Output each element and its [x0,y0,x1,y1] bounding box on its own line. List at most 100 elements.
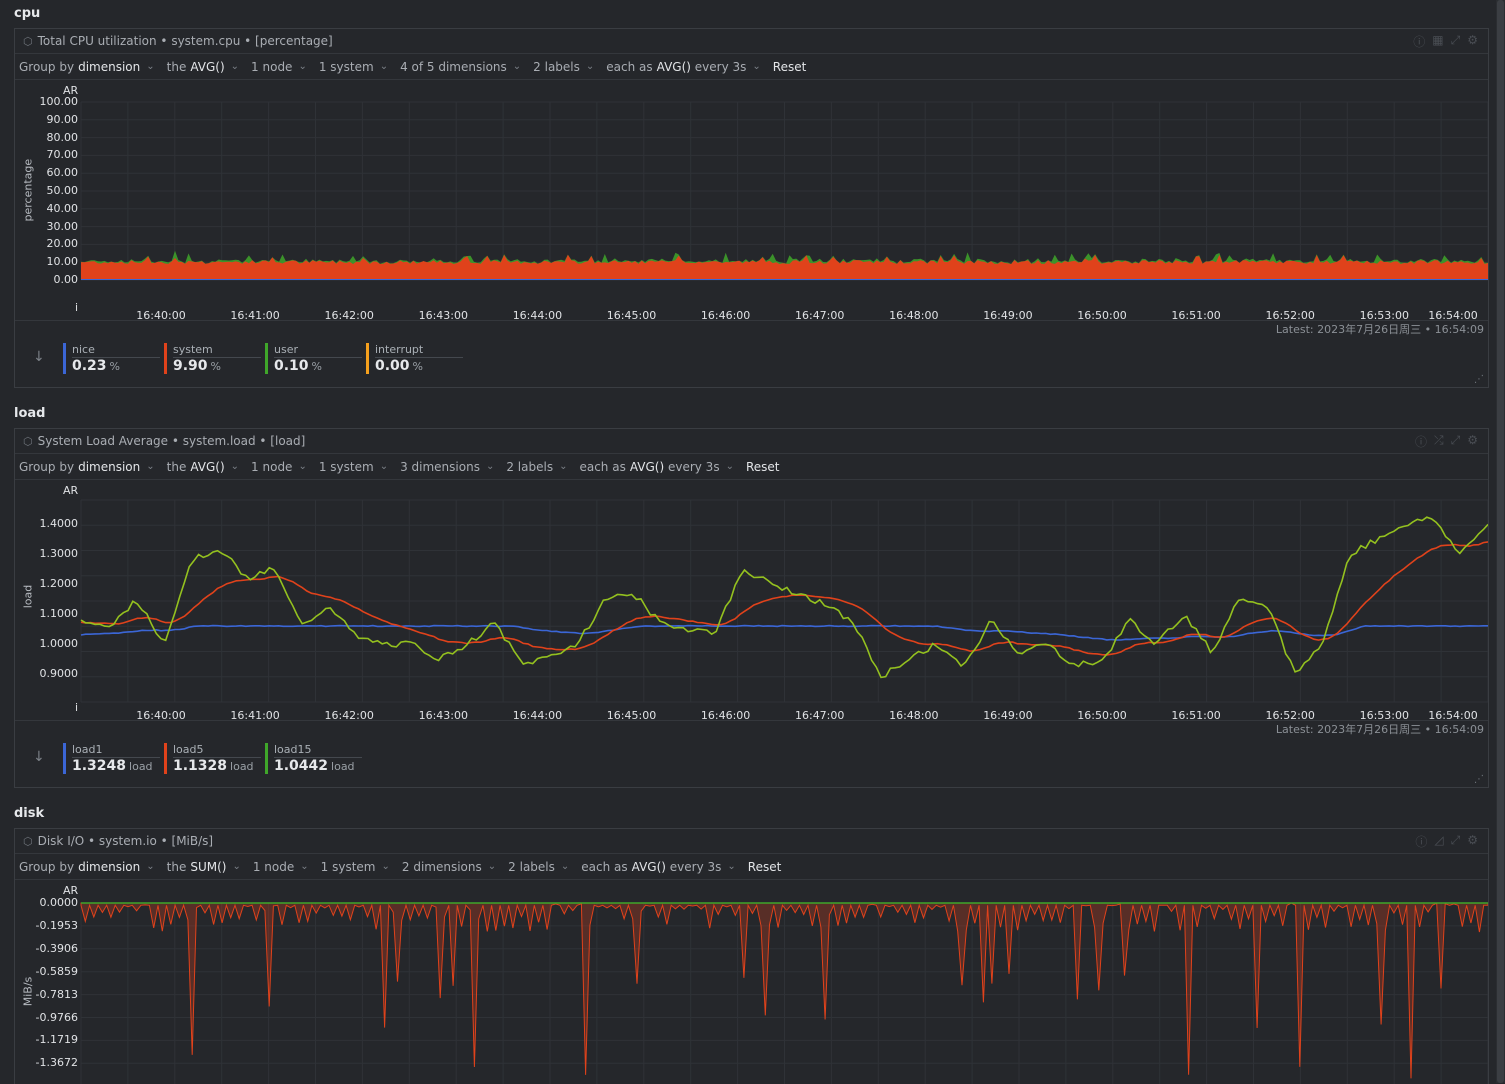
fullscreen-icon[interactable]: ⤢ [1450,832,1461,847]
cpu-plot[interactable]: AR percentage i 100.00 90.00 80.00 70.00 60.… [15,80,1488,322]
nodes-dropdown[interactable]: 1 node ⌄ [251,460,307,474]
nodes-dropdown[interactable]: 1 node ⌄ [253,860,309,874]
labels-dropdown[interactable]: 2 labels ⌄ [508,860,569,874]
reset-button[interactable]: Reset [772,59,807,74]
x-tick-label: 16:41:00 [230,709,280,722]
time-aggregation-dropdown[interactable]: each as AVG() every 3s ⌄ [581,860,736,874]
sort-arrow-icon[interactable]: ↓ [33,749,45,765]
aggregation-dropdown[interactable]: the AVG() ⌄ [167,460,239,474]
systems-dropdown[interactable]: 1 system ⌄ [319,460,388,474]
each-value: AVG() [631,859,666,874]
systems-dropdown[interactable]: 1 system ⌄ [319,60,388,74]
legend-item-load15[interactable]: load15 1.0442 load [265,743,362,774]
legend-item-value: 1.3248 load [72,758,153,774]
chevron-down-icon: ⌄ [512,61,522,72]
y-tick-label: 1.3000 [39,547,79,560]
chevron-down-icon: ⌄ [298,61,307,72]
legend-item-load5[interactable]: load5 1.1328 load [164,743,261,774]
group-by-dropdown[interactable]: Group by dimension ⌄ [19,860,155,874]
nodes-dropdown[interactable]: 1 node ⌄ [251,60,307,74]
x-tick-label: 16:51:00 [1171,309,1221,322]
info-icon[interactable]: ⓘ [1413,34,1426,49]
info-icon[interactable]: ⓘ [1415,834,1428,849]
y-tick-label: 90.00 [46,112,79,126]
dimensions-dropdown[interactable]: 4 of 5 dimensions ⌄ [400,60,521,74]
systems-label: 1 system [318,459,374,474]
resize-handle-icon[interactable]: ⋰ [1474,374,1484,385]
chevron-down-icon: ⌄ [146,861,155,872]
chevron-down-icon: ⌄ [230,61,240,72]
chevron-down-icon: ⌄ [379,61,389,72]
dimensions-label: 4 of 5 dimensions [400,59,507,74]
load1-line [80,516,1488,679]
load-chart-card: ⬡ System Load Average • system.load • [l… [14,428,1489,788]
chart-type-icon[interactable]: ▦ [1432,32,1444,47]
legend-item-unit: % [210,360,221,373]
fullscreen-icon[interactable]: ⤢ [1450,32,1461,47]
legend-item-name: interrupt [375,343,463,358]
x-tick-label: 16:44:00 [512,709,563,722]
info-toggle[interactable]: i [75,301,79,314]
labels-label: 2 labels [506,459,554,474]
y-tick-label: 70.00 [46,148,79,162]
chart-header: ⬡ Disk I/O • system.io • [MiB/s] ⓘ ◿ ⤢ ⚙ [15,829,1488,854]
each-prefix: each as [606,59,653,74]
aggregation-dropdown[interactable]: the AVG() ⌄ [167,60,239,74]
systems-label: 1 system [318,59,374,74]
sort-arrow-icon[interactable]: ↓ [33,349,45,365]
time-aggregation-dropdown[interactable]: each as AVG() every 3s ⌄ [579,460,734,474]
chart-type-icon[interactable]: ⤮ [1434,432,1444,447]
legend-item-system[interactable]: system 9.90% [164,343,261,374]
x-tick-label: 16:46:00 [700,709,751,722]
each-prefix: each as [579,459,626,474]
load-plot[interactable]: AR load i 1.4000 1.3000 1.2000 1.1000 1.0000… [15,480,1488,722]
labels-dropdown[interactable]: 2 labels ⌄ [533,60,594,74]
legend-item-unit: load [230,760,254,773]
reset-button[interactable]: Reset [747,859,782,874]
legend-item-load1[interactable]: load1 1.3248 load [63,743,160,774]
chevron-down-icon: ⌄ [752,61,761,72]
chevron-down-icon: ⌄ [485,461,495,472]
group-by-dropdown[interactable]: Group by dimension ⌄ [19,460,155,474]
page-scrollbar[interactable] [1496,0,1505,1083]
legend-item-value: 1.1328 load [173,758,254,774]
disk-plot[interactable]: AR MiB/s 0.0000 -0.1953 -0.3906 -0.5859 -0.7… [15,880,1488,1084]
dimensions-dropdown[interactable]: 3 dimensions ⌄ [400,460,494,474]
x-tick-label: 16:50:00 [1077,709,1127,722]
x-tick-label: 16:41:00 [230,309,280,322]
time-aggregation-dropdown[interactable]: each as AVG() every 3s ⌄ [606,60,761,74]
x-tick-label: 16:43:00 [418,309,468,322]
y-tick-label: -0.3906 [35,941,78,955]
info-icon[interactable]: ⓘ [1415,434,1428,449]
labels-dropdown[interactable]: 2 labels ⌄ [506,460,567,474]
section-title-cpu: cpu [14,6,41,21]
legend: ↓ nice 0.23% system 9.90% user 0.10% interrupt… [15,339,1488,387]
info-toggle[interactable]: i [75,701,79,714]
fullscreen-icon[interactable]: ⤢ [1450,432,1461,447]
legend-item-user[interactable]: user 0.10% [265,343,362,374]
y-tick-label: 60.00 [46,166,79,180]
systems-dropdown[interactable]: 1 system ⌄ [321,860,390,874]
each-suffix: every 3s [694,59,747,74]
chart-header: ⬡ Total CPU utilization • system.cpu • [… [15,29,1488,54]
settings-icon[interactable]: ⚙ [1467,832,1478,847]
settings-icon[interactable]: ⚙ [1467,432,1478,447]
y-tick-label: 10.00 [46,255,79,269]
group-by-dropdown[interactable]: Group by dimension ⌄ [19,60,155,74]
x-tick-label: 16:48:00 [889,709,939,722]
legend-item-nice[interactable]: nice 0.23% [63,343,160,374]
legend-item-interrupt[interactable]: interrupt 0.00% [366,343,463,374]
resize-handle-icon[interactable]: ⋰ [1474,774,1484,785]
dimensions-dropdown[interactable]: 2 dimensions ⌄ [402,860,496,874]
settings-icon[interactable]: ⚙ [1467,32,1478,47]
aggregation-dropdown[interactable]: the SUM() ⌄ [167,860,241,874]
legend-item-value: 0.10% [274,358,322,374]
write-area [80,902,1488,1079]
chevron-down-icon: ⌄ [232,861,241,872]
scrollbar-thumb[interactable] [1497,0,1504,1083]
reset-button[interactable]: Reset [745,459,780,474]
x-tick-label: 16:48:00 [889,309,939,322]
chart-type-icon[interactable]: ◿ [1434,832,1444,847]
each-suffix: every 3s [667,459,720,474]
x-tick-label: 16:51:00 [1171,709,1221,722]
